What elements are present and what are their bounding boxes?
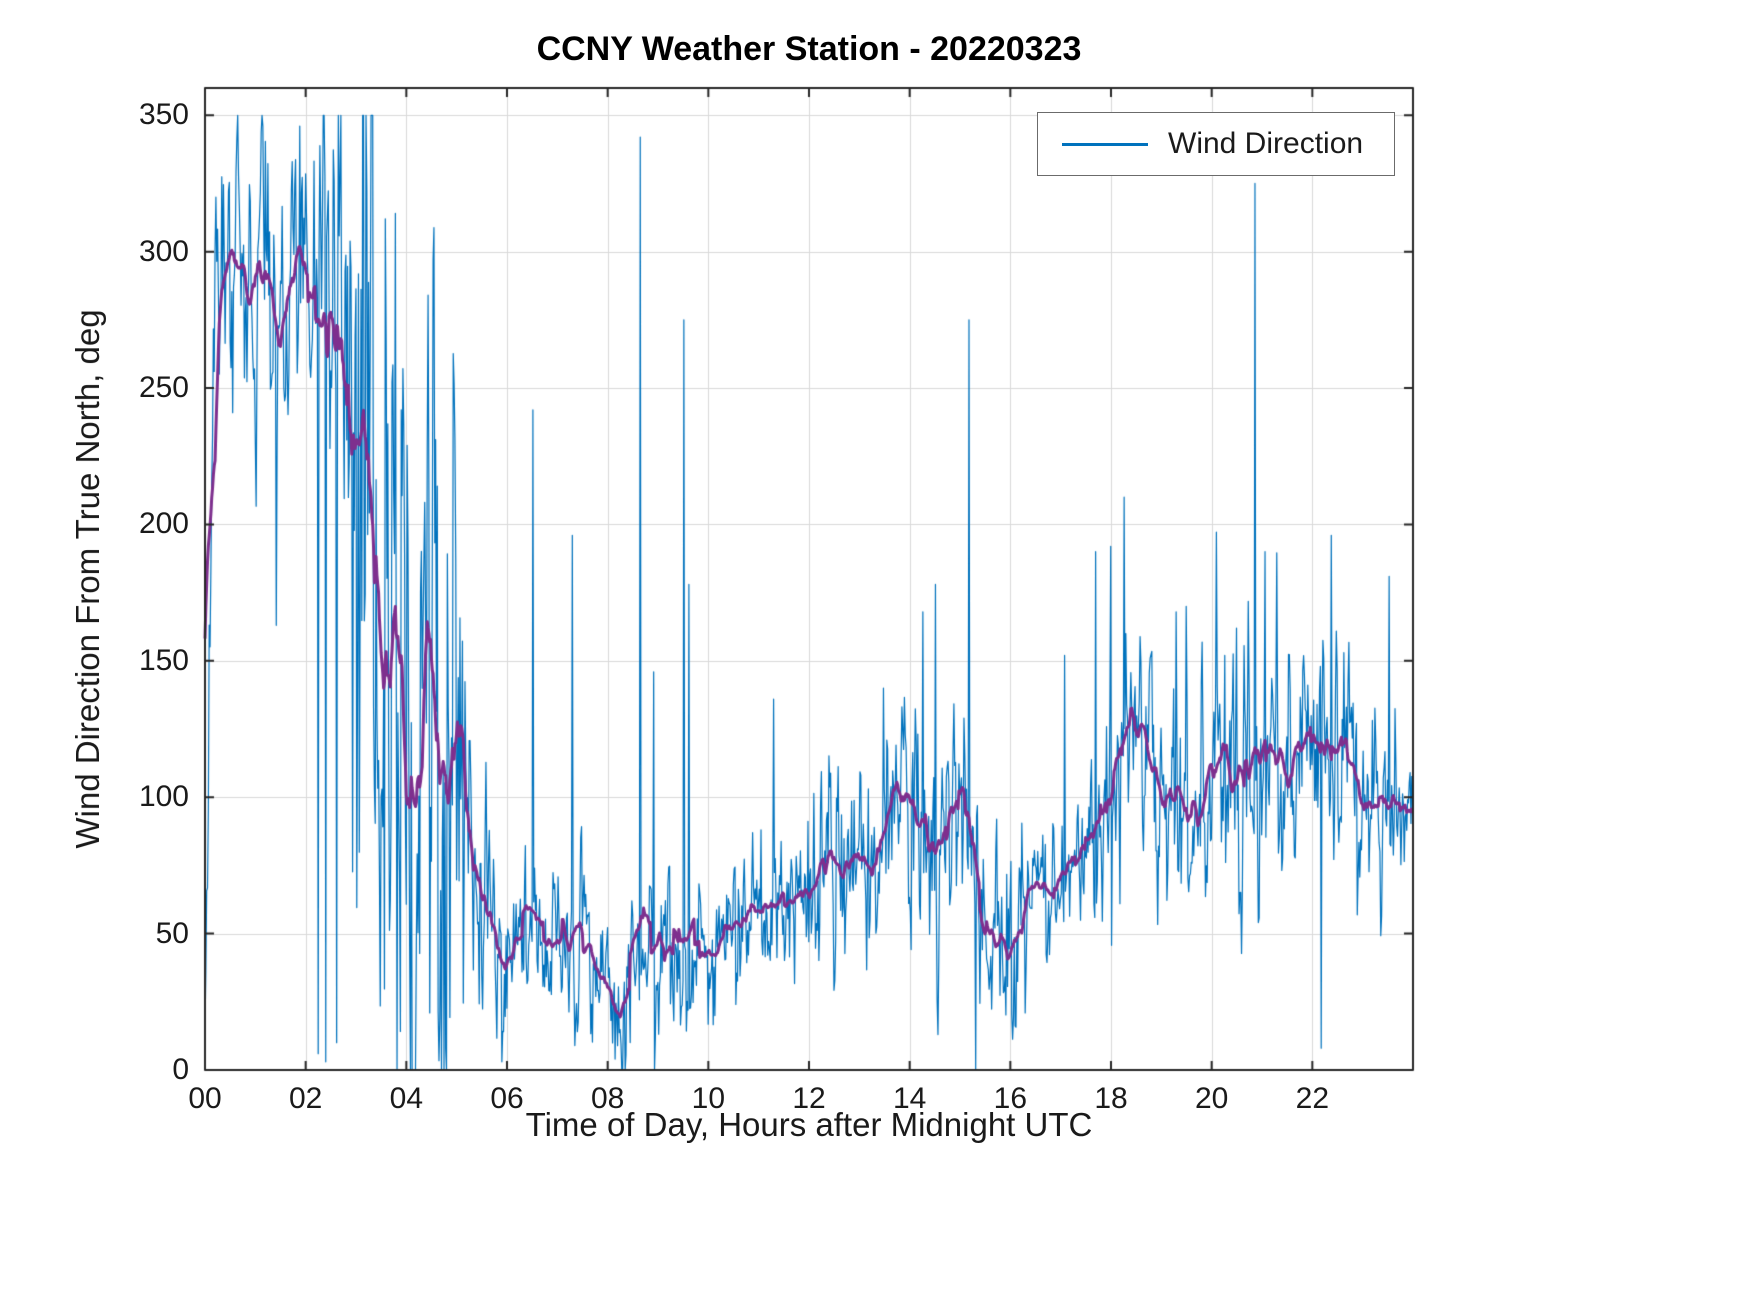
x-tick-label: 06 <box>490 1082 524 1115</box>
x-tick-label: 02 <box>288 1082 323 1115</box>
x-tick-label: 16 <box>993 1082 1028 1115</box>
y-tick-label: 50 <box>155 916 189 950</box>
y-tick-label: 250 <box>138 371 189 405</box>
y-axis-label: Wind Direction From True North, deg <box>69 309 106 849</box>
legend-label: Wind Direction <box>1168 127 1364 160</box>
legend: Wind Direction <box>1037 112 1395 176</box>
x-tick-label: 22 <box>1295 1082 1330 1115</box>
legend-line-sample <box>1062 142 1148 146</box>
y-tick-label: 200 <box>138 507 189 541</box>
y-tick-label: 100 <box>138 780 189 814</box>
x-tick-label: 14 <box>892 1082 927 1115</box>
x-tick-label: 12 <box>792 1082 826 1115</box>
x-axis-label: Time of Day, Hours after Midnight UTC <box>525 1106 1093 1143</box>
x-tick-label: 20 <box>1194 1082 1229 1115</box>
chart-title: CCNY Weather Station - 20220323 <box>536 30 1082 68</box>
x-tick-label: 00 <box>188 1082 222 1115</box>
y-tick-label: 300 <box>138 234 189 268</box>
x-tick-label: 18 <box>1094 1082 1128 1115</box>
y-tick-label: 350 <box>138 98 189 132</box>
x-tick-label: 08 <box>590 1082 625 1115</box>
y-tick-label: 0 <box>172 1053 189 1086</box>
y-tick-label: 150 <box>138 643 189 677</box>
x-tick-label: 04 <box>389 1082 424 1115</box>
x-tick-label: 10 <box>691 1082 726 1115</box>
